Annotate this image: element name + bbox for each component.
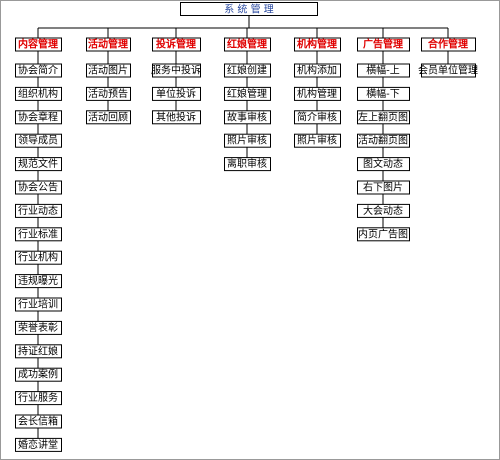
item-box <box>15 86 62 101</box>
item-box <box>224 133 271 148</box>
column-header-box <box>152 37 201 52</box>
item-label: 单位投诉 <box>156 87 196 100</box>
item-label: 领导成员 <box>18 134 58 147</box>
item-box <box>15 180 62 195</box>
item-box <box>15 250 62 265</box>
item-box <box>357 133 410 148</box>
item-label: 机构管理 <box>297 87 337 100</box>
item-box <box>294 86 341 101</box>
column-header: 活动管理 <box>88 38 128 51</box>
item-box <box>294 110 341 125</box>
item-box <box>152 110 201 125</box>
item-box <box>15 274 62 289</box>
column-header: 合作管理 <box>427 38 468 51</box>
item-box <box>86 86 131 101</box>
item-label: 行业标准 <box>18 227 58 240</box>
column-header: 机构管理 <box>297 38 337 51</box>
column-header: 红娘管理 <box>227 38 267 51</box>
item-label: 协会简介 <box>18 64 58 77</box>
item-box <box>357 203 410 218</box>
item-label: 行业机构 <box>18 251 58 264</box>
item-label: 其他投诉 <box>156 110 196 123</box>
item-label: 协会公告 <box>18 181 58 194</box>
item-box <box>152 86 201 101</box>
item-label: 红娘创建 <box>227 64 267 77</box>
item-box <box>15 367 62 382</box>
item-box <box>15 227 62 242</box>
item-label: 大会动态 <box>363 204 403 217</box>
item-box <box>224 63 271 78</box>
item-label: 会长信箱 <box>18 415 58 428</box>
column-header: 广告管理 <box>363 38 403 51</box>
item-box <box>224 110 271 125</box>
item-box <box>15 203 62 218</box>
item-box <box>224 86 271 101</box>
item-label: 协会章程 <box>18 110 58 123</box>
column-header-box <box>86 37 131 52</box>
item-label: 机构添加 <box>297 64 337 77</box>
item-box <box>15 414 62 429</box>
item-label: 持证红娘 <box>18 344 58 357</box>
item-box <box>15 297 62 312</box>
item-box <box>224 157 271 172</box>
item-box <box>421 63 476 78</box>
item-label: 婚恋讲堂 <box>18 438 58 451</box>
item-box <box>15 133 62 148</box>
item-label: 横幅-下 <box>366 87 400 100</box>
item-box <box>357 63 410 78</box>
item-box <box>294 133 341 148</box>
item-label: 违规曝光 <box>18 274 58 287</box>
item-label: 行业服务 <box>18 391 58 404</box>
item-label: 活动回顾 <box>88 111 128 123</box>
column-header-box <box>357 37 410 52</box>
item-label: 离职审核 <box>227 157 267 170</box>
item-label: 内页广告图 <box>358 227 408 240</box>
item-box <box>152 63 201 78</box>
root-label: 系 统 管 理 <box>224 3 274 16</box>
column-header-box <box>15 37 62 52</box>
item-box <box>15 157 62 172</box>
item-label: 行业培训 <box>18 298 58 311</box>
item-label: 简介审核 <box>297 110 337 123</box>
item-label: 服务中投诉 <box>151 64 201 77</box>
item-label: 照片审核 <box>227 134 267 147</box>
column-header-box <box>421 37 476 52</box>
item-box <box>294 63 341 78</box>
item-label: 规范文件 <box>18 157 58 170</box>
item-label: 行业动态 <box>18 204 58 217</box>
item-label: 横幅-上 <box>366 64 400 77</box>
item-box <box>357 157 410 172</box>
item-box <box>357 227 410 242</box>
item-label: 右下图片 <box>363 181 403 194</box>
item-box <box>86 63 131 78</box>
item-box <box>357 86 410 101</box>
item-label: 会员单位管理 <box>418 64 478 77</box>
item-label: 活动预告 <box>88 87 128 100</box>
column-header: 投诉管理 <box>156 38 196 51</box>
column-header: 内容管理 <box>18 38 58 51</box>
column-header-box <box>224 37 271 52</box>
root-box <box>180 2 318 16</box>
item-box <box>86 110 131 125</box>
item-box <box>15 110 62 125</box>
item-box <box>15 437 62 452</box>
item-box <box>15 391 62 406</box>
item-box <box>357 110 410 125</box>
item-box <box>15 320 62 335</box>
item-label: 荣誉表彰 <box>18 321 58 334</box>
item-label: 组织机构 <box>18 87 58 100</box>
column-header-box <box>294 37 341 52</box>
item-box <box>15 63 62 78</box>
item-label: 图文动态 <box>363 157 403 170</box>
item-label: 活动图片 <box>88 64 128 77</box>
item-label: 照片审核 <box>297 134 337 147</box>
item-label: 故事审核 <box>227 110 267 123</box>
item-label: 红娘管理 <box>227 87 267 100</box>
item-label: 活动翻页图 <box>358 135 408 147</box>
item-box <box>15 344 62 359</box>
item-label: 成功案例 <box>18 368 58 381</box>
item-label: 左上翻页图 <box>358 110 408 123</box>
item-box <box>357 180 410 195</box>
